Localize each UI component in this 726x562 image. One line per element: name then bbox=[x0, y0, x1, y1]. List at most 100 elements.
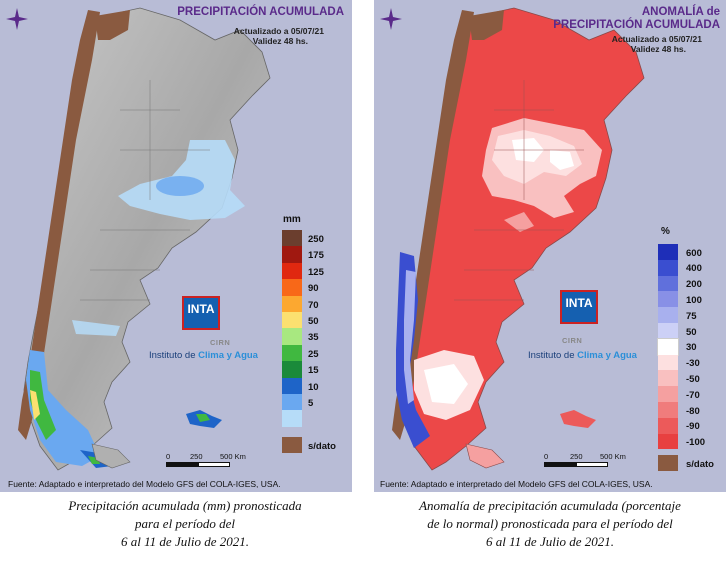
scale-bar-light bbox=[576, 462, 608, 467]
legend-swatch bbox=[658, 275, 678, 292]
scale-label-250: 250 bbox=[570, 452, 583, 461]
scale-bar-dark bbox=[166, 462, 198, 467]
updated-date: Actualizado a 05/07/21 bbox=[611, 34, 702, 44]
right-caption: Anomalía de precipitación acumulada (por… bbox=[374, 497, 726, 551]
legend-label: 25 bbox=[308, 348, 319, 360]
legend-swatch bbox=[658, 433, 678, 450]
compass-rose-icon bbox=[380, 8, 402, 30]
left-caption: Precipitación acumulada (mm) pronosticad… bbox=[20, 497, 350, 551]
legend-label: s/dato bbox=[308, 440, 336, 452]
legend-label: 75 bbox=[686, 310, 697, 322]
legend-label: -50 bbox=[686, 374, 700, 386]
precipitation-map-panel: PRECIPITACIÓN ACUMULADA Actualizado a 05… bbox=[0, 0, 352, 492]
legend-unit: mm bbox=[283, 214, 301, 225]
inta-logo: INTA bbox=[560, 290, 598, 324]
cirn-label: CIRN bbox=[562, 336, 583, 345]
caption-line: 6 al 11 de Julio de 2021. bbox=[121, 534, 249, 549]
legend-label: 250 bbox=[308, 234, 324, 246]
tierra-del-fuego bbox=[91, 443, 131, 469]
compass-rose-icon bbox=[6, 8, 28, 30]
legend-label: 5 bbox=[308, 398, 314, 410]
andes-no-data-strip bbox=[18, 10, 100, 440]
legend-swatch bbox=[282, 328, 302, 345]
anomaly-map bbox=[392, 7, 645, 471]
legend-label: 10 bbox=[308, 381, 319, 393]
inta-logo: INTA bbox=[182, 296, 220, 330]
map-title: PRECIPITACIÓN ACUMULADA bbox=[177, 6, 344, 18]
legend-label: 175 bbox=[308, 250, 324, 262]
legend-swatch bbox=[658, 354, 678, 371]
legend-label: 15 bbox=[308, 365, 319, 377]
legend-swatch bbox=[658, 386, 678, 402]
legend-swatch bbox=[658, 259, 678, 276]
legend-label: 90 bbox=[308, 283, 319, 295]
legend-label: 30 bbox=[686, 342, 697, 354]
validity-text: Validez 48 hs. bbox=[252, 36, 308, 46]
cirn-label: CIRN bbox=[210, 338, 231, 347]
legend-label: 125 bbox=[308, 266, 324, 278]
anomaly-map-panel: ANOMALÍA de PRECIPITACIÓN ACUMULADA Actu… bbox=[374, 0, 726, 492]
legend-label: -70 bbox=[686, 389, 700, 401]
caption-line: Precipitación acumulada (mm) pronosticad… bbox=[68, 498, 302, 513]
tierra-del-fuego bbox=[465, 443, 505, 469]
precipitation-map bbox=[18, 7, 271, 471]
legend-swatch bbox=[282, 279, 302, 296]
legend-unit: % bbox=[661, 226, 670, 237]
updated-date: Actualizado a 05/07/21 bbox=[233, 26, 324, 36]
legend-swatch bbox=[282, 410, 302, 427]
legend-swatch bbox=[658, 370, 678, 387]
legend-swatch bbox=[282, 394, 302, 411]
source-note: Fuente: Adaptado e interpretado del Mode… bbox=[8, 479, 281, 489]
legend-swatch bbox=[657, 337, 679, 356]
institute-name: Instituto de Clima y Agua bbox=[528, 350, 637, 361]
scale-label-500: 500 Km bbox=[600, 452, 626, 461]
legend-label: 35 bbox=[308, 332, 319, 344]
legend-swatch bbox=[282, 262, 302, 280]
legend-label: 50 bbox=[308, 316, 319, 328]
validity-text: Validez 48 hs. bbox=[630, 44, 686, 54]
legend-swatch bbox=[282, 312, 302, 329]
map-title-line2: PRECIPITACIÓN ACUMULADA bbox=[553, 19, 720, 31]
legend-label: 400 bbox=[686, 263, 702, 275]
scale-label-250: 250 bbox=[190, 452, 203, 461]
legend-swatch bbox=[658, 244, 678, 260]
legend-swatch bbox=[658, 291, 678, 308]
scale-label-0: 0 bbox=[166, 452, 171, 461]
scale-bar-dark bbox=[544, 462, 576, 467]
legend-swatch bbox=[282, 344, 302, 362]
legend-swatch bbox=[658, 417, 678, 434]
legend-label: s/dato bbox=[686, 459, 714, 471]
legend-no-data-swatch bbox=[658, 455, 678, 472]
caption-line: 6 al 11 de Julio de 2021. bbox=[486, 534, 614, 549]
legend-swatch bbox=[282, 246, 302, 263]
legend-swatch bbox=[282, 230, 302, 247]
legend-label: 50 bbox=[686, 326, 697, 338]
caption-line: de lo normal) pronosticada para el perío… bbox=[427, 516, 673, 531]
legend-swatch bbox=[658, 323, 678, 339]
map-title-line1: ANOMALÍA de bbox=[641, 6, 720, 18]
caption-line: para el período del bbox=[134, 516, 235, 531]
legend-label: 600 bbox=[686, 247, 702, 259]
legend-swatch bbox=[282, 295, 302, 312]
scale-bar-light bbox=[198, 462, 230, 467]
legend-label: -30 bbox=[686, 358, 700, 370]
legend-swatch bbox=[658, 307, 678, 323]
scale-label-500: 500 Km bbox=[220, 452, 246, 461]
map-title: ANOMALÍA de PRECIPITACIÓN ACUMULADA bbox=[553, 6, 720, 32]
malvinas-islands bbox=[560, 410, 596, 428]
legend-swatch bbox=[282, 361, 302, 378]
legend-label: 100 bbox=[686, 295, 702, 307]
source-note: Fuente: Adaptado e interpretado del Mode… bbox=[380, 479, 653, 489]
legend-label: -90 bbox=[686, 421, 700, 433]
scale-label-0: 0 bbox=[544, 452, 549, 461]
legend-label: -100 bbox=[686, 437, 706, 449]
positive-anomaly-band bbox=[396, 252, 430, 448]
legend-swatch bbox=[658, 402, 678, 418]
caption-line: Anomalía de precipitación acumulada (por… bbox=[419, 498, 681, 513]
legend-label: -80 bbox=[686, 405, 700, 417]
institute-name: Instituto de Clima y Agua bbox=[149, 350, 258, 361]
legend-label: 200 bbox=[686, 279, 702, 291]
legend-label: 70 bbox=[308, 299, 319, 311]
legend-swatch bbox=[282, 377, 302, 394]
legend-no-data-swatch bbox=[282, 436, 302, 454]
